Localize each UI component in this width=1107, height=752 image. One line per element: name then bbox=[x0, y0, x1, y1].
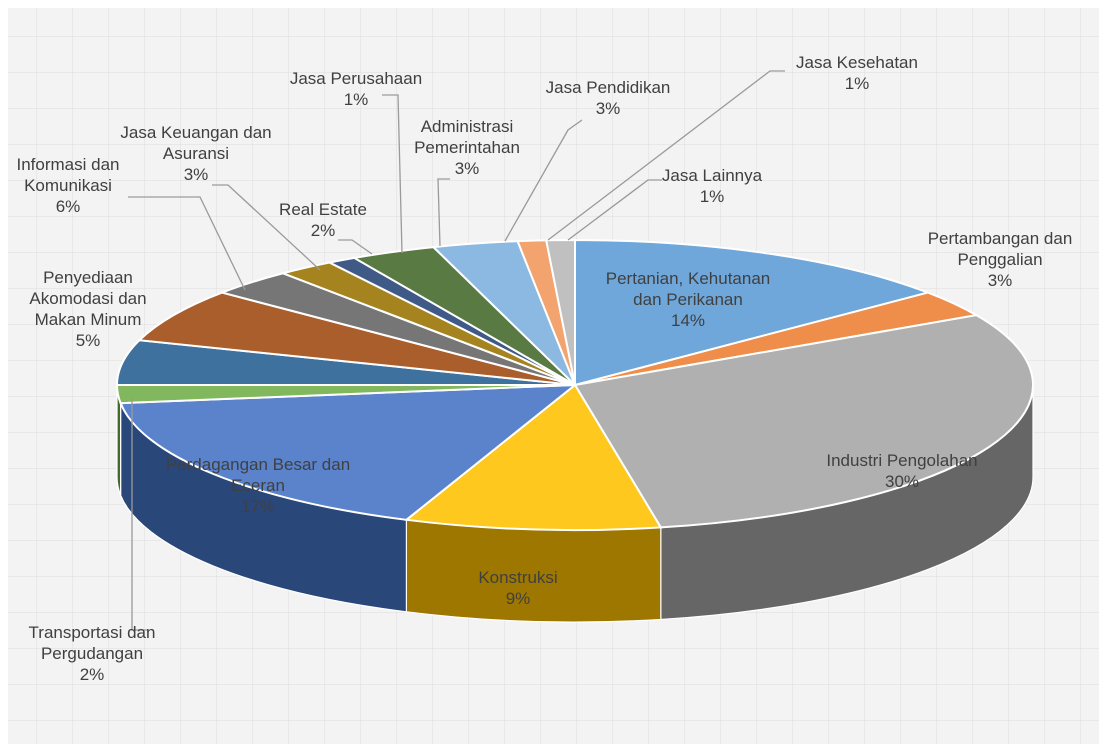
slice-label-line: Jasa Kesehatan bbox=[796, 53, 918, 72]
slice-label-line: Informasi dan bbox=[17, 155, 120, 174]
label-pertanian-kehutanan-dan-perikanan: Pertanian, Kehutanan dan Perikanan 14% bbox=[606, 269, 770, 330]
label-transportasi-dan-pergudangan: Transportasi dan Pergudangan 2% bbox=[29, 623, 156, 684]
slice-label-line: 30% bbox=[885, 472, 919, 491]
slice-label-line: Konstruksi bbox=[478, 568, 557, 587]
slice-label-line: Komunikasi bbox=[24, 176, 112, 195]
slice-label-line: Perdagangan Besar dan bbox=[166, 455, 350, 474]
slice-label-line: 5% bbox=[76, 331, 101, 350]
label-pertambangan-dan-penggalian: Pertambangan dan Penggalian 3% bbox=[928, 229, 1073, 290]
label-jasa-kesehatan: Jasa Kesehatan 1% bbox=[796, 53, 918, 93]
label-jasa-perusahaan: Jasa Perusahaan 1% bbox=[290, 69, 422, 109]
slice-label-line: Penggalian bbox=[957, 250, 1042, 269]
slice-label-line: 2% bbox=[311, 221, 336, 240]
label-jasa-keuangan-dan-asuransi: Jasa Keuangan dan Asuransi 3% bbox=[120, 123, 271, 184]
slice-label-line: Transportasi dan bbox=[29, 623, 156, 642]
slice-label-line: Asuransi bbox=[163, 144, 229, 163]
slice-label-line: Pertambangan dan bbox=[928, 229, 1073, 248]
slice-label-line: 1% bbox=[845, 74, 870, 93]
leader-line-jasa-kesehatan bbox=[547, 70, 785, 241]
slice-label-line: Administrasi bbox=[421, 117, 514, 136]
leader-line-transportasi-dan-pergudangan bbox=[131, 397, 148, 631]
slice-label-line: 9% bbox=[506, 589, 531, 608]
pie-top-faces bbox=[115, 238, 1034, 532]
label-jasa-pendidikan: Jasa Pendidikan 3% bbox=[546, 78, 671, 118]
slice-label-line: Pemerintahan bbox=[414, 138, 520, 157]
slice-label-line: dan Perikanan bbox=[633, 290, 743, 309]
slice-label-line: Jasa Pendidikan bbox=[546, 78, 671, 97]
label-informasi-dan-komunikasi: Informasi dan Komunikasi 6% bbox=[17, 155, 120, 216]
label-penyediaan-akomodasi-dan-makan-minum: Penyediaan Akomodasi dan Makan Minum 5% bbox=[29, 268, 146, 350]
pie-slice-informasi-dan-komunikasi bbox=[137, 291, 576, 386]
label-jasa-lainnya: Jasa Lainnya 1% bbox=[662, 166, 763, 206]
slice-label-line: 14% bbox=[671, 311, 705, 330]
leader-lines bbox=[128, 70, 785, 631]
pie-slice-konstruksi bbox=[403, 383, 663, 532]
leader-line-jasa-pendidikan bbox=[504, 119, 583, 242]
slice-label-line: Pergudangan bbox=[41, 644, 143, 663]
slice-label-line: Jasa Keuangan dan bbox=[120, 123, 271, 142]
slice-label-line: 17% bbox=[241, 497, 275, 516]
slice-label-line: Pertanian, Kehutanan bbox=[606, 269, 770, 288]
pie-slice-pertanian-kehutanan-dan-perikanan bbox=[574, 238, 932, 387]
label-perdagangan-besar-dan-eceran: Perdagangan Besar dan Eceran 17% bbox=[166, 455, 350, 516]
leader-line-administrasi-pemerintahan bbox=[437, 178, 450, 247]
slice-label-line: 3% bbox=[988, 271, 1013, 290]
leader-line-jasa-perusahaan bbox=[382, 94, 403, 254]
slice-label-line: Makan Minum bbox=[35, 310, 142, 329]
slice-label-line: Industri Pengolahan bbox=[826, 451, 977, 470]
slice-label-line: Eceran bbox=[231, 476, 285, 495]
slice-label-line: 3% bbox=[596, 99, 621, 118]
slice-label-line: Penyediaan bbox=[43, 268, 133, 287]
label-real-estate: Real Estate 2% bbox=[279, 200, 367, 240]
slice-label-line: 1% bbox=[700, 187, 725, 206]
label-administrasi-pemerintahan: Administrasi Pemerintahan 3% bbox=[414, 117, 520, 178]
pie-slice-jasa-lainnya bbox=[545, 238, 576, 386]
leader-line-real-estate bbox=[338, 239, 373, 255]
slice-label-line: Akomodasi dan bbox=[29, 289, 146, 308]
label-industri-pengolahan: Industri Pengolahan 30% bbox=[826, 451, 977, 491]
leader-line-jasa-lainnya bbox=[567, 179, 662, 241]
label-konstruksi: Konstruksi 9% bbox=[478, 568, 557, 608]
slice-label-line: 3% bbox=[455, 159, 480, 178]
slice-label-line: Jasa Lainnya bbox=[662, 166, 763, 185]
slice-label-line: 3% bbox=[184, 165, 209, 184]
leader-line-informasi-dan-komunikasi bbox=[128, 196, 246, 291]
slice-label-line: Real Estate bbox=[279, 200, 367, 219]
pie-slice-industri-pengolahan bbox=[573, 314, 1034, 529]
leader-line-jasa-keuangan-dan-asuransi bbox=[212, 184, 321, 271]
slice-label-line: 1% bbox=[344, 90, 369, 109]
slice-label-line: 2% bbox=[80, 665, 105, 684]
slice-label-line: Jasa Perusahaan bbox=[290, 69, 422, 88]
slice-label-line: 6% bbox=[56, 197, 81, 216]
